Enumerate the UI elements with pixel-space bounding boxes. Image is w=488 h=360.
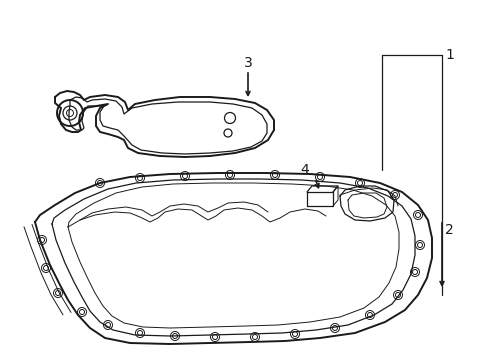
Text: 2: 2 (444, 223, 453, 237)
Text: 4: 4 (300, 163, 309, 177)
Text: 1: 1 (444, 48, 453, 62)
Text: 3: 3 (243, 56, 252, 70)
